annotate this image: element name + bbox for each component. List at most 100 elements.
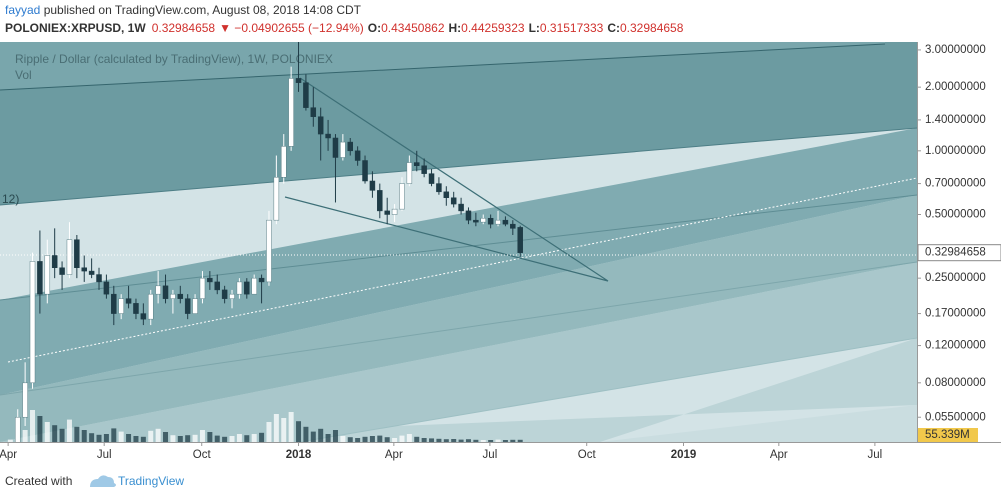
volume-bar bbox=[30, 410, 36, 442]
y-tick-label: 0.12000000 bbox=[925, 340, 986, 352]
change: ▼ −0.04902655 (−12.94%) bbox=[219, 21, 364, 35]
volume-bar bbox=[369, 436, 375, 442]
candle-body bbox=[399, 183, 405, 210]
candle-body bbox=[14, 416, 21, 442]
candle-body bbox=[66, 239, 73, 275]
candle-body bbox=[258, 277, 265, 283]
footer-brand[interactable]: TradingView bbox=[118, 474, 184, 488]
volume-bar bbox=[133, 436, 139, 442]
candle-body bbox=[51, 255, 58, 268]
volume-bar bbox=[414, 436, 420, 442]
volume-bar bbox=[340, 436, 346, 442]
volume-bar bbox=[177, 436, 183, 442]
volume-bar bbox=[406, 434, 412, 442]
candle-body bbox=[22, 382, 28, 418]
fan-line bbox=[0, 261, 917, 396]
candle-body bbox=[133, 303, 139, 314]
last-price: 0.32984658 bbox=[152, 21, 216, 35]
volume-bar bbox=[111, 428, 117, 442]
candle-body bbox=[29, 261, 36, 384]
dotted-trend bbox=[7, 177, 917, 363]
volume-bar bbox=[37, 416, 43, 442]
candle-body bbox=[288, 78, 294, 147]
volume-bar bbox=[296, 421, 302, 442]
volume-bar bbox=[377, 435, 383, 442]
logo bbox=[90, 475, 116, 487]
candle-body bbox=[303, 82, 309, 108]
candle-body bbox=[207, 277, 213, 283]
candle-body bbox=[369, 180, 376, 191]
low-label: L: bbox=[529, 21, 540, 35]
candle-body bbox=[266, 219, 272, 283]
candle-body bbox=[111, 293, 117, 314]
candle-body bbox=[88, 270, 95, 275]
triangle bbox=[284, 77, 609, 282]
candle-body bbox=[443, 191, 450, 198]
candle-body bbox=[295, 78, 302, 83]
x-tick-label: Oct bbox=[578, 449, 597, 461]
volume-bar bbox=[22, 430, 28, 442]
open-value: 0.43450862 bbox=[381, 21, 445, 35]
candle-body bbox=[96, 274, 102, 283]
header-line: fayyad published on TradingView.com, Aug… bbox=[5, 3, 362, 17]
volume-bar bbox=[451, 439, 457, 442]
volume-bar bbox=[332, 430, 338, 442]
volume-bar bbox=[347, 437, 353, 442]
candle-body bbox=[347, 141, 353, 152]
footer-prefix: Created with bbox=[5, 474, 72, 488]
candle-body bbox=[362, 160, 368, 182]
candle-body bbox=[428, 173, 435, 184]
x-tick-label: Apr bbox=[770, 449, 788, 461]
fan-line bbox=[299, 337, 917, 442]
band bbox=[0, 405, 917, 442]
candle-body bbox=[236, 281, 243, 295]
candle-body bbox=[310, 107, 317, 117]
candle-body bbox=[421, 165, 427, 174]
volume-bar bbox=[236, 434, 242, 442]
low-value: 0.31517333 bbox=[540, 21, 604, 35]
volume-bar bbox=[303, 426, 309, 442]
candle-body bbox=[125, 298, 132, 304]
candle-body bbox=[510, 223, 516, 229]
close-label: C: bbox=[607, 21, 620, 35]
author[interactable]: fayyad bbox=[5, 3, 40, 17]
candle-body bbox=[414, 162, 420, 167]
volume-bar bbox=[74, 426, 80, 442]
volume-bar bbox=[443, 439, 449, 442]
candle-body bbox=[487, 217, 494, 225]
volume-bar bbox=[362, 436, 368, 442]
volume-bar bbox=[281, 418, 287, 442]
y-tick-label: 3.00000000 bbox=[925, 44, 986, 56]
candle-body bbox=[458, 203, 464, 212]
candle-body bbox=[229, 293, 235, 299]
volume-bar bbox=[251, 434, 257, 442]
y-tick-label: 2.00000000 bbox=[925, 81, 986, 93]
high-label: H: bbox=[449, 21, 462, 35]
candle-body bbox=[147, 293, 154, 320]
volume-bar bbox=[288, 412, 294, 442]
volume-bar bbox=[517, 439, 523, 442]
band bbox=[0, 195, 917, 442]
volume-bar bbox=[170, 435, 176, 442]
axes: 3.00000000 2.00000000 1.40000000 1.00000000… bbox=[0, 44, 1001, 461]
candle-body bbox=[214, 281, 220, 291]
published: published on TradingView.com, August 08,… bbox=[40, 3, 361, 17]
candle-body bbox=[473, 219, 479, 223]
volume-bar bbox=[185, 435, 191, 442]
volume-bar bbox=[510, 439, 516, 442]
volume-bar bbox=[502, 440, 508, 442]
volume-bar bbox=[392, 438, 398, 442]
x-tick-label: Oct bbox=[193, 449, 212, 461]
candle-body bbox=[170, 293, 176, 299]
volume-bar bbox=[66, 419, 72, 442]
volume-bar bbox=[229, 436, 235, 442]
candle-body bbox=[81, 267, 87, 272]
candle-body bbox=[406, 162, 413, 184]
volume-bar bbox=[495, 439, 501, 442]
volume-bar bbox=[480, 440, 486, 442]
volume-bar bbox=[52, 425, 58, 442]
candle-body bbox=[37, 261, 43, 295]
candle-body bbox=[244, 281, 250, 295]
fan-line bbox=[0, 43, 886, 91]
